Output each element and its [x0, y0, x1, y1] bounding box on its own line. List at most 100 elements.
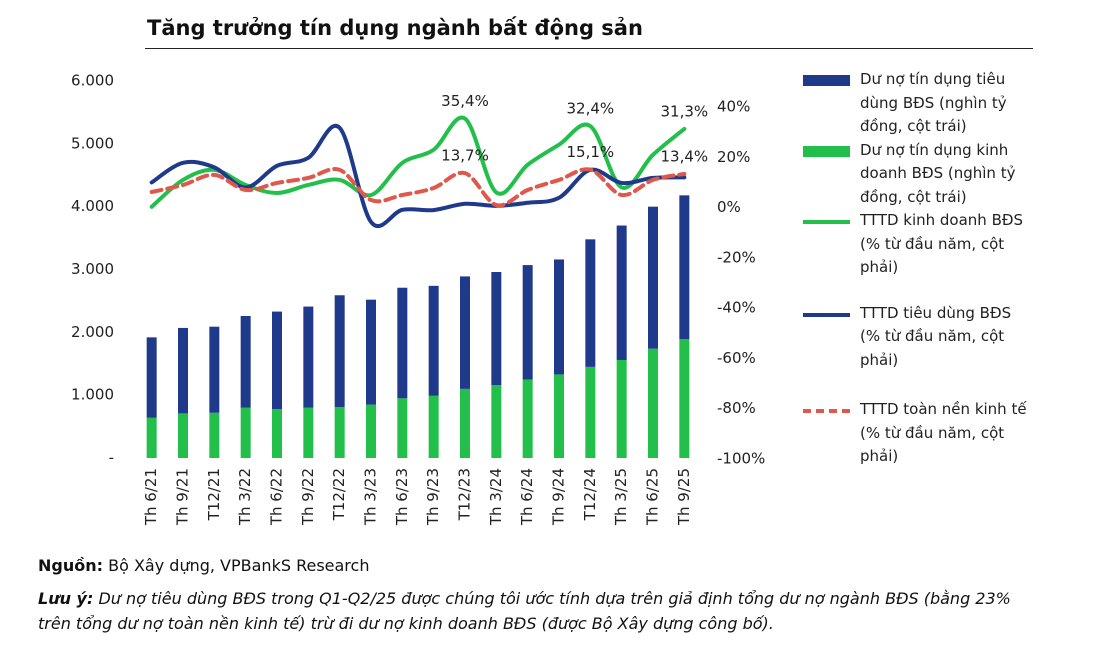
- bar: [397, 398, 408, 458]
- x-tick-label: Th 6/24: [518, 468, 536, 526]
- bar: [428, 395, 439, 458]
- y-tick-label: 1.000: [71, 386, 114, 404]
- x-tick-label: T12/23: [456, 468, 474, 521]
- bar: [209, 412, 220, 458]
- x-tick-label: Th 9/25: [675, 468, 693, 526]
- y-tick-label: 4.000: [71, 197, 114, 215]
- bar: [178, 327, 188, 414]
- legend-item: Dư nợ tín dụng kinh doanh BĐS (nghìn tỷ …: [800, 139, 1030, 210]
- bar: [209, 326, 220, 413]
- y2-tick-label: -40%: [717, 299, 756, 317]
- bar: [554, 259, 564, 375]
- value-label: 13,4%: [661, 147, 709, 165]
- value-label: 15,1%: [567, 143, 615, 161]
- bar: [303, 306, 314, 408]
- y2-tick-label: -100%: [717, 450, 765, 468]
- bar: [146, 417, 157, 458]
- bar: [460, 388, 470, 458]
- title-rule: [145, 48, 1033, 49]
- x-tick-label: Th 9/22: [299, 468, 317, 526]
- y-tick-label: -: [109, 449, 114, 467]
- legend-item: TTTD kinh doanh BĐS (% từ đầu năm, cột p…: [800, 209, 1030, 280]
- legend-swatch: [803, 312, 850, 317]
- legend-swatch: [803, 145, 850, 157]
- note: Lưu ý: Dư nợ tiêu dùng BĐS trong Q1-Q2/2…: [38, 586, 1038, 636]
- legend-swatch: [803, 75, 850, 86]
- bar: [522, 379, 533, 458]
- bar: [334, 295, 345, 408]
- bar: [648, 348, 658, 458]
- bar: [491, 385, 502, 458]
- y2-tick-label: 20%: [717, 148, 750, 166]
- x-tick-label: Th 6/25: [644, 468, 662, 526]
- bar: [146, 337, 157, 418]
- legend-item: TTTD toàn nền kinh tế (% từ đầu năm, cột…: [800, 398, 1030, 469]
- legend-item: Dư nợ tín dụng tiêu dùng BĐS (nghìn tỷ đ…: [800, 68, 1030, 139]
- bar: [178, 413, 188, 458]
- bar: [679, 339, 690, 458]
- bar: [679, 195, 690, 340]
- bar: [428, 285, 439, 396]
- x-tick-label: Th 9/21: [174, 468, 192, 526]
- bar: [648, 206, 658, 349]
- bar: [303, 407, 314, 458]
- x-tick-label: Th 3/22: [236, 468, 254, 526]
- y2-tick-label: -80%: [717, 399, 756, 417]
- bar: [585, 366, 596, 458]
- value-label: 35,4%: [441, 92, 489, 110]
- bar: [366, 404, 376, 458]
- bar: [616, 359, 627, 458]
- x-tick-label: T12/22: [330, 468, 348, 521]
- line: [149, 115, 687, 209]
- legend-label: TTTD tiêu dùng BĐS (% từ đầu năm, cột ph…: [860, 303, 1012, 369]
- note-label: Lưu ý:: [38, 589, 94, 608]
- y2-tick-label: 0%: [717, 198, 741, 216]
- bar: [491, 272, 502, 386]
- bar: [240, 315, 251, 408]
- y2-tick-label: -20%: [717, 248, 756, 266]
- y-tick-label: 6.000: [71, 72, 114, 90]
- bar: [240, 407, 251, 458]
- legend-label: TTTD toàn nền kinh tế (% từ đầu năm, cột…: [860, 400, 1027, 465]
- bar: [397, 287, 408, 399]
- legend-swatch: [803, 409, 850, 413]
- bar: [616, 225, 627, 360]
- source-text: Bộ Xây dựng, VPBankS Research: [108, 556, 370, 575]
- value-label: 32,4%: [567, 100, 615, 118]
- x-tick-label: Th 3/25: [612, 468, 630, 526]
- note-text: Dư nợ tiêu dùng BĐS trong Q1-Q2/25 được …: [38, 589, 1011, 633]
- y-tick-label: 2.000: [71, 323, 114, 341]
- x-tick-label: Th 3/24: [487, 468, 505, 526]
- bar: [460, 276, 470, 389]
- y-tick-label: 3.000: [71, 260, 114, 278]
- x-tick-label: Th 6/23: [393, 468, 411, 526]
- bar: [334, 407, 345, 458]
- line: [149, 167, 687, 208]
- legend-label: Dư nợ tín dụng tiêu dùng BĐS (nghìn tỷ đ…: [860, 70, 1007, 135]
- legend-swatch: [803, 220, 850, 224]
- value-label: 31,3%: [661, 102, 709, 120]
- y2-tick-label: -60%: [717, 349, 756, 367]
- source: Nguồn: Bộ Xây dựng, VPBankS Research: [38, 556, 369, 575]
- legend: Dư nợ tín dụng tiêu dùng BĐS (nghìn tỷ đ…: [800, 68, 1030, 469]
- legend-label: Dư nợ tín dụng kinh doanh BĐS (nghìn tỷ …: [860, 140, 1016, 206]
- y2-tick-label: 40%: [717, 98, 750, 116]
- bar: [585, 239, 596, 367]
- bar: [272, 408, 282, 458]
- x-tick-label: T12/21: [205, 468, 223, 521]
- x-tick-label: Th 6/21: [142, 468, 160, 526]
- x-tick-label: T12/24: [581, 468, 599, 521]
- legend-label: TTTD kinh doanh BĐS (% từ đầu năm, cột p…: [860, 211, 1024, 276]
- x-tick-label: Th 6/22: [268, 468, 286, 526]
- x-tick-label: Th 9/23: [424, 468, 442, 526]
- legend-item: TTTD tiêu dùng BĐS (% từ đầu năm, cột ph…: [800, 302, 1030, 373]
- x-tick-label: Th 9/24: [550, 468, 568, 526]
- bar: [366, 299, 376, 405]
- y-tick-label: 5.000: [71, 134, 114, 152]
- bar: [522, 265, 533, 380]
- bar: [554, 374, 564, 458]
- value-label: 13,7%: [441, 147, 489, 165]
- x-tick-label: Th 3/23: [362, 468, 380, 526]
